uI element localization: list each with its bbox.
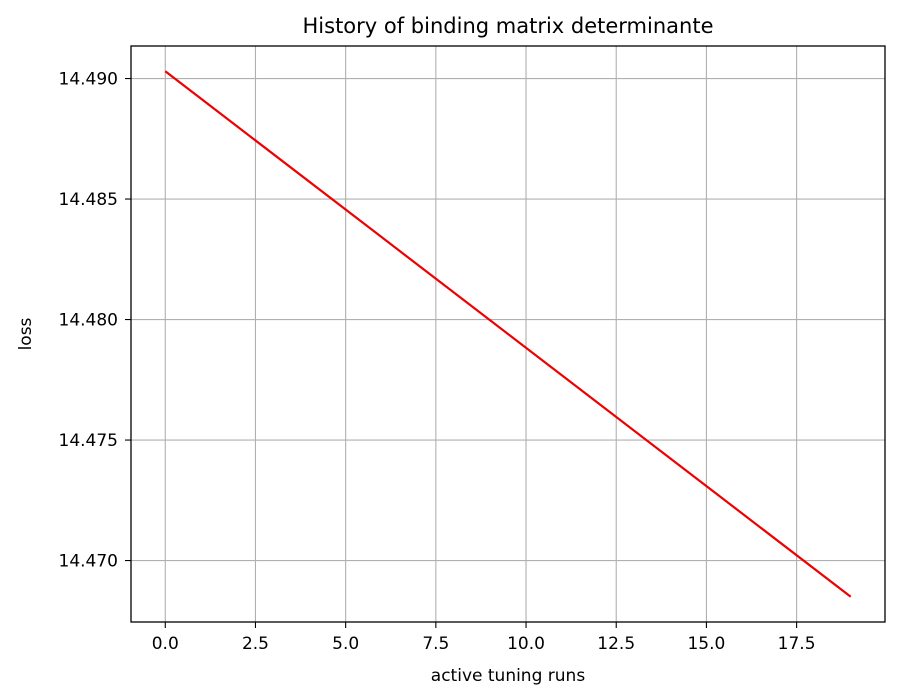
- x-tick-label: 5.0: [332, 634, 359, 654]
- y-tick-label: 14.475: [59, 431, 118, 451]
- chart-title: History of binding matrix determinante: [303, 14, 714, 38]
- y-tick-label: 14.470: [59, 552, 118, 572]
- x-axis-label: active tuning runs: [431, 666, 586, 686]
- y-axis-ticks: 14.470 14.475 14.480 14.485 14.490: [59, 70, 131, 572]
- x-tick-label: 2.5: [242, 634, 269, 654]
- x-tick-label: 15.0: [687, 634, 725, 654]
- x-tick-label: 7.5: [422, 634, 449, 654]
- x-tick-label: 10.0: [507, 634, 545, 654]
- x-tick-label: 0.0: [152, 634, 179, 654]
- x-tick-label: 17.5: [778, 634, 816, 654]
- y-axis-label: loss: [16, 317, 36, 350]
- x-tick-label: 12.5: [597, 634, 635, 654]
- plot-frame: [130, 45, 886, 623]
- x-axis-ticks: 0.0 2.5 5.0 7.5 10.0 12.5 15.0 17.5: [152, 622, 816, 654]
- y-tick-label: 14.485: [59, 190, 118, 210]
- y-tick-label: 14.480: [59, 311, 118, 331]
- y-tick-label: 14.490: [59, 70, 118, 90]
- grid-lines: [131, 46, 885, 622]
- series-line: [164, 70, 852, 598]
- series-layer: [164, 70, 852, 598]
